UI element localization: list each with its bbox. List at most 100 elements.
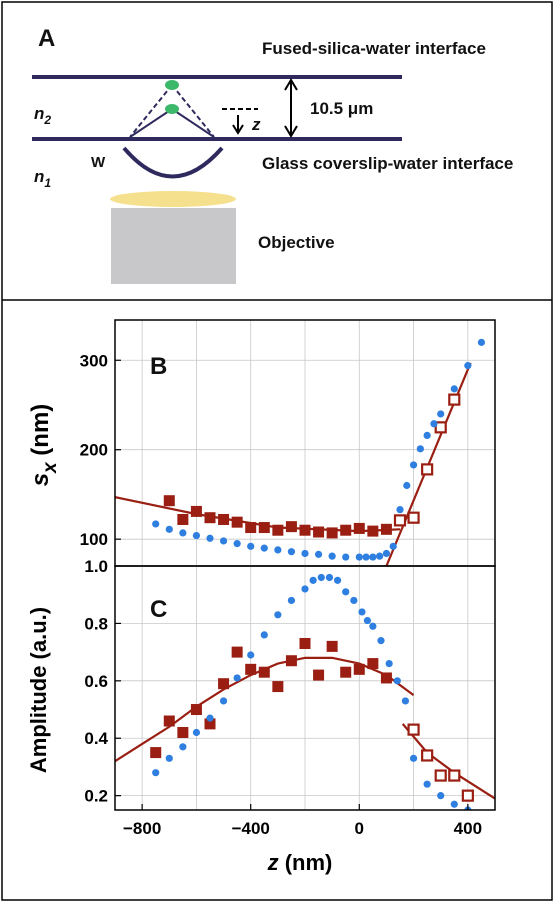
- data-point-dot: [409, 461, 418, 469]
- data-point-dot: [317, 573, 325, 582]
- data-point-dot: [206, 714, 214, 722]
- data-point-dot: [287, 548, 296, 556]
- data-point-dot: [362, 553, 370, 561]
- data-point-dot: [219, 697, 228, 705]
- data-point-dot: [430, 420, 438, 428]
- data-point-dot: [287, 596, 296, 605]
- data-point-filled-square: [380, 523, 392, 535]
- data-point-dot: [403, 481, 411, 490]
- data-point-filled-square: [340, 524, 352, 536]
- data-point-dot: [369, 553, 377, 561]
- data-point-dot: [437, 792, 445, 800]
- data-point-filled-square: [231, 516, 243, 528]
- data-point-filled-square: [177, 513, 189, 525]
- data-point-dot: [358, 608, 366, 616]
- data-point-filled-square: [190, 704, 202, 716]
- data-point-dot: [309, 576, 317, 584]
- top-interface-label: Fused-silica-water interface: [262, 39, 486, 58]
- data-point-dot: [409, 754, 418, 762]
- data-point-open-square: [421, 749, 434, 762]
- x-axis-label: z (nm): [267, 850, 333, 875]
- data-point-dot: [301, 549, 309, 558]
- data-point-dot: [192, 531, 201, 540]
- data-point-filled-square: [272, 681, 284, 693]
- data-point-dot: [152, 769, 160, 777]
- data-point-dot: [328, 552, 336, 560]
- lens-arc: [122, 146, 224, 179]
- data-point-dot: [369, 622, 377, 630]
- particle-icon: [165, 104, 179, 114]
- data-point-filled-square: [177, 726, 189, 738]
- y-tick-label: 300: [80, 351, 108, 370]
- data-point-filled-square: [313, 669, 325, 681]
- data-point-filled-square: [204, 718, 216, 730]
- data-point-dot: [477, 338, 486, 346]
- panel-label-b: B: [150, 353, 167, 380]
- y-tick-label: 0.6: [84, 672, 108, 691]
- y-tick-label: 0.4: [84, 729, 108, 748]
- data-point-filled-square: [367, 525, 379, 537]
- chart-c-y-ticks: 0.2 0.4 0.6 0.8 1.0: [84, 557, 121, 806]
- data-point-filled-square: [326, 527, 338, 539]
- w-label: W: [91, 154, 106, 171]
- x-tick-label: 0: [355, 819, 364, 838]
- data-point-open-square: [448, 393, 461, 406]
- data-point-dot: [385, 660, 393, 668]
- data-point-filled-square: [326, 640, 338, 652]
- data-point-filled-square: [245, 663, 257, 675]
- x-tick-label: 400: [454, 819, 482, 838]
- data-point-filled-square: [353, 522, 365, 534]
- data-point-dot: [247, 542, 255, 550]
- y-tick-label: 200: [80, 441, 108, 460]
- virtual-cone-right: [171, 84, 215, 138]
- x-tick-label: −800: [123, 819, 161, 838]
- chart-c-x-ticks: −800 −400 0 400: [123, 804, 482, 838]
- data-point-dot: [333, 576, 342, 584]
- data-point-filled-square: [204, 512, 216, 524]
- real-cone-right: [171, 108, 215, 138]
- z-arrow-icon: [232, 124, 244, 135]
- data-point-dot: [450, 385, 458, 393]
- data-point-dot: [260, 631, 268, 639]
- gap-label: 10.5 μm: [310, 99, 373, 118]
- data-point-dot: [363, 616, 372, 625]
- data-point-dot: [179, 743, 187, 751]
- data-point-filled-square: [299, 524, 311, 536]
- data-point-dot: [350, 596, 358, 605]
- data-point-filled-square: [380, 672, 392, 684]
- schematic-panel: A Fused-silica-water interface n2 n1 W z…: [32, 25, 513, 284]
- chart-b-marks: [115, 338, 486, 566]
- data-point-filled-square: [299, 638, 311, 650]
- data-point-filled-square: [367, 658, 379, 670]
- data-point-open-square: [461, 789, 474, 802]
- data-point-open-square: [407, 723, 420, 736]
- data-point-filled-square: [285, 655, 297, 667]
- panel-label-a: A: [38, 25, 55, 52]
- data-point-dot: [233, 674, 241, 682]
- data-point-dot: [206, 534, 214, 542]
- data-point-dot: [416, 445, 424, 453]
- n1-label: n1: [34, 167, 51, 190]
- objective-label: Objective: [258, 233, 335, 252]
- bottom-interface-label: Glass coverslip-water interface: [262, 154, 513, 173]
- data-point-dot: [437, 410, 445, 418]
- data-point-filled-square: [285, 521, 297, 533]
- real-cone-left: [129, 108, 173, 138]
- data-point-dot: [165, 754, 173, 762]
- y-tick-label: 0.8: [84, 614, 108, 633]
- data-point-filled-square: [190, 505, 202, 517]
- data-point-dot: [342, 588, 350, 596]
- data-point-filled-square: [163, 495, 175, 507]
- data-point-dot: [389, 542, 397, 550]
- y-tick-label: 0.2: [84, 787, 108, 806]
- data-point-filled-square: [258, 666, 270, 678]
- data-point-dot: [260, 544, 268, 552]
- data-point-filled-square: [218, 513, 230, 525]
- data-point-dot: [233, 540, 241, 548]
- data-point-dot: [179, 529, 187, 537]
- chart-c: 0.2 0.4 0.6 0.8 1.0 −800 −400 0 400 C Amplitude…: [26, 557, 496, 875]
- data-point-filled-square: [245, 522, 257, 534]
- data-point-filled-square: [353, 663, 365, 675]
- data-point-dot: [342, 553, 350, 561]
